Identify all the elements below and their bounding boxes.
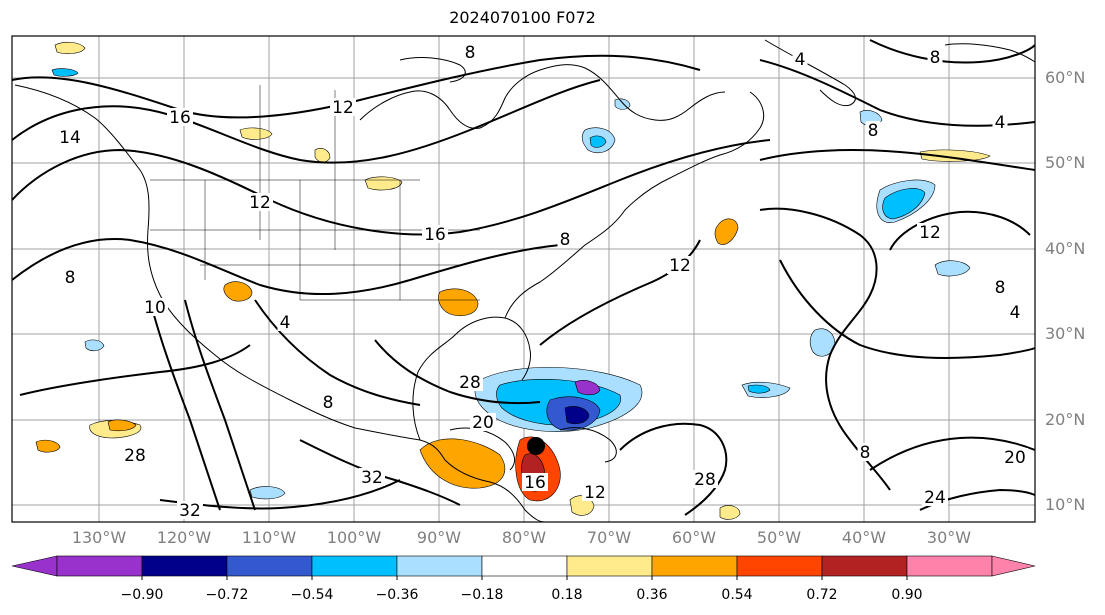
lat-label-50n: 50°N: [1045, 153, 1086, 172]
colorbar-tick: −0.18: [460, 587, 504, 603]
lon-label-60w: 60°W: [671, 528, 717, 547]
contour-label-text: 10: [144, 298, 166, 318]
shading-positive: [35, 41, 991, 520]
lat-label-20n: 20°N: [1045, 410, 1086, 429]
coastlines: [14, 39, 1036, 523]
contour-label-text: 16: [524, 473, 546, 493]
contour-label-text: 12: [249, 193, 271, 213]
contour-label-text: 16: [169, 108, 191, 128]
lon-label-80w: 80°W: [501, 528, 547, 547]
contour-label: 16: [422, 225, 448, 245]
storm-center-marker: [527, 437, 545, 455]
shading-negative: [51, 68, 971, 500]
contour-label: 8: [865, 121, 881, 141]
contour-label: 24: [922, 488, 948, 508]
lon-label-100w: 100°W: [326, 528, 382, 547]
contour-label-text: 32: [179, 501, 201, 521]
lon-label-50w: 50°W: [756, 528, 802, 547]
colorbar-tick: −0.54: [290, 587, 334, 603]
contour-label-text: 12: [584, 483, 606, 503]
lon-label-70w: 70°W: [586, 528, 632, 547]
contour-label-text: 8: [465, 43, 476, 63]
contour-label: 8: [857, 443, 873, 463]
contour-label-text: 12: [919, 223, 941, 243]
lon-label-40w: 40°W: [841, 528, 887, 547]
contour-label-text: 28: [124, 446, 146, 466]
contour-label-text: 8: [995, 278, 1006, 298]
contour-label: 4: [1007, 303, 1023, 323]
contour-label: 8: [927, 48, 943, 68]
contour-label-text: 4: [1010, 303, 1021, 323]
contour-label: 16: [167, 108, 193, 128]
colorbar-tick: 0.54: [721, 587, 753, 603]
contour-label: 32: [177, 501, 203, 521]
contour-label: 20: [470, 413, 496, 433]
contour-label: 4: [277, 313, 293, 333]
contour-label: 12: [582, 483, 608, 503]
contour-label: 8: [557, 230, 573, 250]
colorbar-tick: 0.90: [891, 587, 923, 603]
contour-label-text: 4: [280, 313, 291, 333]
contour-label: 4: [792, 50, 808, 70]
lon-label-130w: 130°W: [71, 528, 127, 547]
contour-label-text: 12: [669, 256, 691, 276]
contour-label: 12: [917, 223, 943, 243]
contour-label-text: 14: [59, 128, 81, 148]
colorbar-tick: −0.72: [205, 587, 249, 603]
contour-label-text: 32: [361, 468, 383, 488]
contour-label: 10: [142, 298, 168, 318]
contour-label-text: 8: [860, 443, 871, 463]
contour-label-text: 28: [459, 373, 481, 393]
lat-label-30n: 30°N: [1045, 324, 1086, 343]
lat-label-10n: 10°N: [1045, 495, 1086, 514]
colorbar-tick: −0.90: [120, 587, 164, 603]
contour-label: 32: [359, 468, 385, 488]
contour-label-text: 16: [424, 225, 446, 245]
contour-label-text: 4: [995, 113, 1006, 133]
colorbar-tick: 0.72: [806, 587, 838, 603]
contour-label-text: 8: [868, 121, 879, 141]
lat-label-60n: 60°N: [1045, 68, 1086, 87]
contour-label: 16: [522, 473, 548, 493]
contour-label-text: 28: [694, 470, 716, 490]
contour-label: 8: [992, 278, 1008, 298]
contour-label-text: 24: [924, 488, 946, 508]
lat-label-40n: 40°N: [1045, 239, 1086, 258]
contour-label-text: 4: [795, 50, 806, 70]
colorbar-tick: −0.36: [375, 587, 419, 603]
colorbar: [11, 555, 1036, 580]
contour-label-text: 8: [65, 268, 76, 288]
contour-label: 8: [320, 393, 336, 413]
contour-label-text: 8: [560, 230, 571, 250]
contour-label: 12: [330, 98, 356, 118]
lon-label-90w: 90°W: [416, 528, 462, 547]
lon-label-120w: 120°W: [156, 528, 212, 547]
colorbar-tick: 0.18: [551, 587, 583, 603]
contour-label-text: 20: [1004, 448, 1026, 468]
contour-label: 28: [457, 373, 483, 393]
lon-label-110w: 110°W: [241, 528, 297, 547]
lon-label-30w: 30°W: [926, 528, 972, 547]
contour-label: 8: [62, 268, 78, 288]
contour-label: 28: [692, 470, 718, 490]
contour-label: 20: [1002, 448, 1028, 468]
contour-label: 28: [122, 446, 148, 466]
contour-label: 4: [992, 113, 1008, 133]
contour-label: 12: [247, 193, 273, 213]
contour-label-text: 12: [332, 98, 354, 118]
contour-label: 12: [667, 256, 693, 276]
map-title: 2024070100 F072: [449, 8, 596, 27]
contour-label-text: 8: [323, 393, 334, 413]
contour-label-text: 8: [930, 48, 941, 68]
contour-label-text: 20: [472, 413, 494, 433]
contour-label: 8: [462, 43, 478, 63]
contour-label: 14: [57, 128, 83, 148]
colorbar-tick: 0.36: [636, 587, 668, 603]
